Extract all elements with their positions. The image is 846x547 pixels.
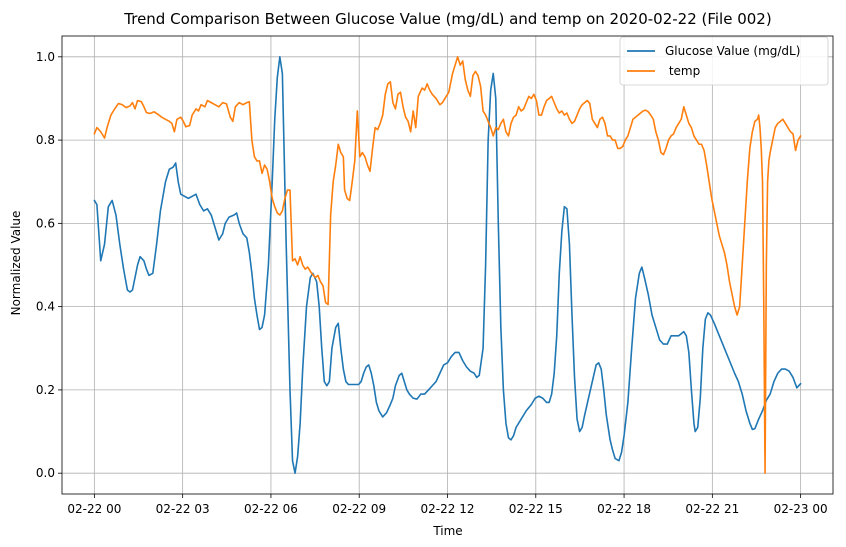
- x-tick-label: 02-22 15: [509, 502, 563, 516]
- y-tick-label: 0.2: [36, 383, 55, 397]
- series-line-0: [93, 56, 802, 474]
- chart-title: Trend Comparison Between Glucose Value (…: [123, 10, 771, 28]
- gridlines: [62, 36, 833, 494]
- x-tick-label: 02-22 03: [156, 502, 210, 516]
- series-line-1: [93, 56, 802, 474]
- x-tick-label: 02-22 21: [685, 502, 739, 516]
- x-tick-label: 02-22 12: [421, 502, 475, 516]
- legend-box: [619, 36, 829, 86]
- axis-ticks: 02-22 00 02-22 03 02-22 06 02-22 09 02-22 12…: [36, 50, 828, 516]
- legend-label: temp: [665, 64, 700, 78]
- legend: Glucose Value (mg/dL) temp: [619, 36, 829, 86]
- x-axis-label: Time: [432, 524, 462, 538]
- y-tick-label: 0.8: [36, 133, 55, 147]
- x-tick-label: 02-23 00: [774, 502, 828, 516]
- x-tick-label: 02-22 09: [332, 502, 386, 516]
- x-tick-label: 02-22 18: [597, 502, 651, 516]
- y-tick-label: 0.4: [36, 300, 55, 314]
- y-tick-label: 1.0: [36, 50, 55, 64]
- legend-label: Glucose Value (mg/dL): [665, 44, 800, 58]
- series-layer: [93, 56, 802, 474]
- y-tick-label: 0.6: [36, 216, 55, 230]
- x-tick-label: 02-22 00: [67, 502, 121, 516]
- y-axis-label: Normalized Value: [9, 211, 23, 316]
- x-tick-label: 02-22 06: [244, 502, 298, 516]
- y-tick-label: 0.0: [36, 466, 55, 480]
